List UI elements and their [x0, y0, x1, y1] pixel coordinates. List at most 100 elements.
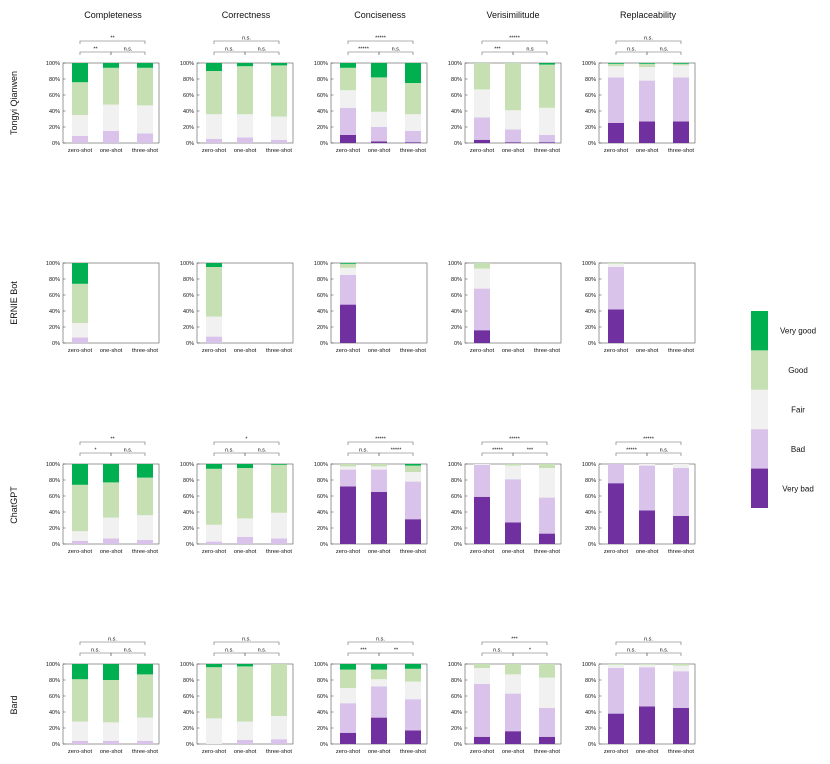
panel-chatgpt-verisimilitude: 0% 20% 40% 60% 80% 100% zero-shot one-shot three…: [448, 437, 562, 555]
x-tick-label-three-shot: three-shot: [132, 148, 158, 154]
bar-segment-one-shot-fair: [237, 114, 253, 138]
significance-bracket: [481, 641, 548, 645]
bar-segment-zero-shot-good: [72, 679, 88, 722]
bar-segment-zero-shot-fair: [474, 268, 490, 289]
y-tick-label: 20%: [183, 726, 194, 732]
y-tick-label: 100%: [180, 662, 194, 668]
y-tick-label: 0%: [588, 341, 596, 347]
significance-label: n.s.: [644, 36, 653, 42]
bar-segment-three-shot-very-good: [271, 63, 287, 66]
legend-label-very-bad: Very bad: [782, 484, 814, 493]
x-tick-label-three-shot: three-shot: [400, 749, 426, 755]
bar-segment-three-shot-bad: [673, 671, 689, 708]
y-tick-label: 40%: [183, 710, 194, 716]
y-tick-label: 20%: [183, 125, 194, 131]
y-tick-label: 40%: [451, 510, 462, 516]
y-tick-label: 0%: [588, 141, 596, 147]
y-tick-label: 80%: [585, 678, 596, 684]
y-tick-label: 0%: [454, 341, 462, 347]
y-tick-label: 40%: [317, 710, 328, 716]
y-tick-label: 80%: [451, 77, 462, 83]
x-tick-label-one-shot: one-shot: [368, 348, 391, 354]
bar-segment-one-shot-bad: [371, 127, 387, 142]
bar-segment-one-shot-good: [505, 464, 521, 466]
significance-label: *****: [358, 47, 370, 53]
x-tick-label-zero-shot: zero-shot: [68, 148, 93, 154]
legend-swatch-good: [751, 350, 768, 390]
y-tick-label: 80%: [183, 478, 194, 484]
x-tick-label-one-shot: one-shot: [100, 348, 123, 354]
x-tick-label-three-shot: three-shot: [400, 549, 426, 555]
panel-bard-replaceability: 0% 20% 40% 60% 80% 100% zero-shot one-shot three…: [582, 637, 696, 755]
y-tick-label: 0%: [588, 742, 596, 748]
y-tick-label: 0%: [52, 742, 60, 748]
bar-segment-zero-shot-fair: [340, 688, 356, 704]
bar-segment-one-shot-good: [371, 464, 387, 467]
x-tick-label-three-shot: three-shot: [132, 348, 158, 354]
bar-segment-three-shot-fair: [137, 717, 153, 741]
bar-segment-three-shot-bad: [539, 135, 555, 143]
y-tick-label: 0%: [320, 141, 328, 147]
bar-segment-three-shot-very-good: [673, 63, 689, 64]
bar-segment-one-shot-good: [103, 67, 119, 105]
significance-bracket: [481, 40, 548, 44]
bar-segment-three-shot-bad: [673, 77, 689, 122]
bar-segment-zero-shot-very-bad: [340, 486, 356, 544]
bar-segment-zero-shot-fair: [72, 323, 88, 338]
bar-segment-one-shot-good: [237, 666, 253, 722]
y-tick-label: 0%: [320, 542, 328, 548]
bar-segment-one-shot-good: [639, 63, 655, 67]
significance-label: n.s: [526, 47, 534, 53]
bar-segment-three-shot-good: [405, 668, 421, 682]
y-tick-label: 80%: [451, 678, 462, 684]
x-tick-label-zero-shot: zero-shot: [470, 749, 495, 755]
bar-segment-one-shot-fair: [639, 464, 655, 466]
bar-segment-zero-shot-bad: [206, 336, 222, 343]
significance-bracket: [79, 40, 146, 44]
y-tick-label: 0%: [52, 341, 60, 347]
bar-segment-three-shot-fair: [673, 464, 689, 468]
panel-ernie-bot-verisimilitude: 0% 20% 40% 60% 80% 100% zero-shot one-shot three…: [448, 261, 562, 354]
y-tick-label: 60%: [451, 93, 462, 99]
bar-segment-zero-shot-fair: [474, 668, 490, 684]
panel-bard-completeness: 0% 20% 40% 60% 80% 100% zero-shot one-shot three…: [46, 637, 160, 755]
significance-label: **: [93, 47, 98, 53]
legend-swatch-fair: [751, 389, 768, 430]
bar-segment-zero-shot-very-good: [608, 63, 624, 64]
bar-segment-one-shot-very-bad: [371, 717, 387, 744]
y-tick-label: 0%: [320, 742, 328, 748]
bar-segment-three-shot-good: [137, 67, 153, 106]
y-tick-label: 100%: [46, 462, 60, 468]
x-tick-label-three-shot: three-shot: [534, 348, 560, 354]
x-tick-label-zero-shot: zero-shot: [336, 549, 361, 555]
significance-label: n.s.: [242, 36, 251, 42]
bar-segment-three-shot-very-bad: [405, 730, 421, 744]
significance-label: n.s.: [644, 637, 653, 643]
column-title-completeness: Completeness: [84, 10, 142, 20]
y-tick-label: 20%: [451, 325, 462, 331]
x-tick-label-one-shot: one-shot: [502, 749, 525, 755]
significance-label: *****: [391, 448, 403, 454]
bar-segment-one-shot-good: [505, 664, 521, 675]
x-tick-label-one-shot: one-shot: [636, 549, 659, 555]
x-tick-label-zero-shot: zero-shot: [202, 549, 227, 555]
bar-segment-three-shot-bad: [137, 133, 153, 143]
significance-bracket: [378, 452, 414, 456]
bar-segment-one-shot-very-good: [103, 464, 119, 483]
y-tick-label: 60%: [585, 93, 596, 99]
legend-swatch-very-bad: [751, 468, 768, 508]
plot-frame: [330, 262, 428, 344]
bar-segment-three-shot-good: [673, 63, 689, 66]
y-tick-label: 100%: [46, 662, 60, 668]
bar-segment-three-shot-bad: [137, 740, 153, 744]
significance-label: n.s.: [660, 47, 669, 53]
panel-bard-correctness: 0% 20% 40% 60% 80% 100% zero-shot one-shot three…: [180, 637, 294, 755]
x-tick-label-three-shot: three-shot: [132, 749, 158, 755]
legend-label-good: Good: [788, 366, 808, 375]
x-tick-label-three-shot: three-shot: [400, 148, 426, 154]
y-tick-label: 60%: [451, 293, 462, 299]
y-tick-label: 80%: [585, 478, 596, 484]
y-tick-label: 100%: [448, 662, 462, 668]
bar-segment-zero-shot-good: [340, 464, 356, 467]
y-tick-label: 20%: [451, 726, 462, 732]
